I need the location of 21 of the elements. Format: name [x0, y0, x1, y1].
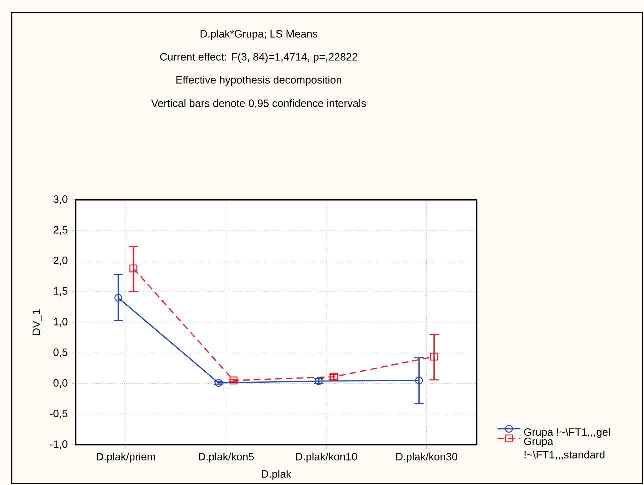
x-axis-title: D.plak — [262, 470, 292, 480]
y-tick-label: 0,5 — [54, 348, 68, 358]
x-tick-label: D.plak/kon5 — [199, 452, 254, 463]
y-tick-label: 1,5 — [54, 288, 68, 296]
y-tick-label: 3,0 — [54, 196, 68, 204]
y-tick-label: 2,5 — [54, 226, 68, 236]
y-tick-label: 2,0 — [54, 256, 68, 266]
y-tick-label: 0,0 — [54, 379, 68, 388]
y-tick-label: 1,0 — [54, 318, 68, 327]
legend-label: Grupa !~\FT1,,,gel — [524, 428, 610, 438]
text: Vertical bars denote 0,95 confidence intervals — [151, 99, 366, 109]
chart-title: D.plak*Grupa; LS Means — [200, 30, 318, 40]
y-axis-title: DV_1 — [32, 310, 42, 335]
legend-label: Grupa !~\FT1,,,standard — [524, 438, 605, 460]
x-tick-label: D.plak/kon30 — [396, 452, 458, 463]
x-tick-label: D.plak/kon10 — [296, 452, 358, 463]
chart-subtitle: Current effect: F(3, 84)=1,4714, p=,22822 — [160, 53, 358, 63]
y-tick-label: -1,0 — [50, 440, 68, 450]
y-tick-label: -0,5 — [50, 410, 68, 419]
x-tick-label: D.plak/priem — [97, 452, 156, 463]
text: Effective hypothesis decomposition — [176, 76, 342, 86]
